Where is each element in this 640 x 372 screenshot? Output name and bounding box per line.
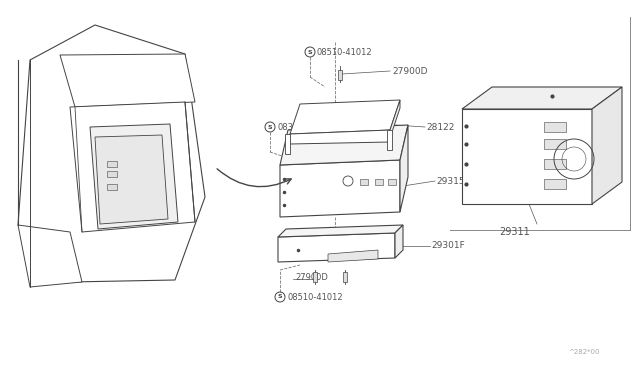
Polygon shape — [400, 125, 408, 212]
Polygon shape — [395, 225, 403, 258]
Polygon shape — [328, 250, 378, 262]
FancyBboxPatch shape — [107, 184, 117, 190]
FancyBboxPatch shape — [388, 179, 396, 185]
Text: 27900D: 27900D — [295, 273, 328, 282]
Polygon shape — [290, 130, 390, 144]
Text: S: S — [308, 49, 312, 55]
Polygon shape — [390, 100, 400, 138]
FancyBboxPatch shape — [544, 179, 566, 189]
Text: 08510-41012: 08510-41012 — [317, 48, 372, 57]
Polygon shape — [95, 135, 168, 224]
Polygon shape — [70, 102, 195, 232]
Polygon shape — [60, 54, 195, 107]
Polygon shape — [592, 87, 622, 204]
Polygon shape — [313, 272, 317, 282]
Polygon shape — [343, 272, 347, 282]
Text: 08510-41012: 08510-41012 — [288, 292, 344, 301]
FancyBboxPatch shape — [544, 159, 566, 169]
Text: 28122: 28122 — [426, 122, 454, 131]
Text: 08310-61423: 08310-61423 — [278, 122, 334, 131]
Text: 29315: 29315 — [436, 176, 465, 186]
Polygon shape — [285, 134, 290, 154]
FancyBboxPatch shape — [544, 139, 566, 149]
Polygon shape — [280, 125, 408, 165]
FancyBboxPatch shape — [375, 179, 383, 185]
Text: 29301F: 29301F — [431, 241, 465, 250]
Polygon shape — [278, 225, 403, 237]
Text: ^282*00: ^282*00 — [568, 349, 600, 355]
FancyBboxPatch shape — [107, 161, 117, 167]
Polygon shape — [462, 109, 592, 204]
Polygon shape — [462, 87, 622, 109]
Polygon shape — [280, 160, 400, 217]
Text: S: S — [268, 125, 272, 129]
Text: 29311: 29311 — [500, 227, 531, 237]
Polygon shape — [387, 130, 392, 150]
Polygon shape — [338, 70, 342, 80]
Polygon shape — [18, 25, 205, 282]
FancyBboxPatch shape — [360, 179, 368, 185]
FancyBboxPatch shape — [544, 122, 566, 132]
FancyBboxPatch shape — [107, 171, 117, 177]
Text: 27900D: 27900D — [392, 67, 428, 76]
Polygon shape — [90, 124, 178, 229]
Polygon shape — [278, 233, 395, 262]
Polygon shape — [290, 100, 400, 134]
Polygon shape — [18, 225, 82, 287]
Text: S: S — [278, 295, 282, 299]
